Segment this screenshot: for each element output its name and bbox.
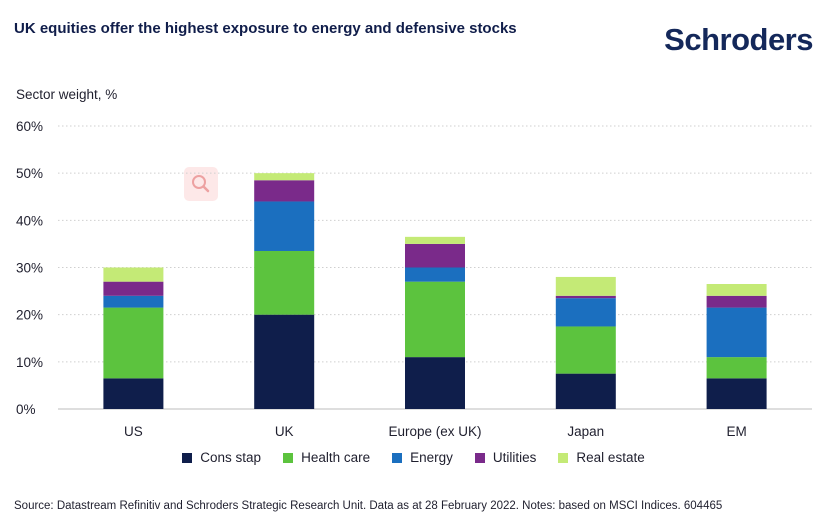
stacked-bar-chart: 0% 10% 20% 30% 40% 50% 60% US UK Europe (ex UK) Ja… [16,119,812,439]
bar-segment-health-care [706,357,767,379]
bar-segment-energy [555,298,616,327]
legend-swatch [283,452,294,463]
bar-segment-cons-stap [254,314,315,409]
x-tick-label: US [124,424,143,439]
legend-swatch [392,452,403,463]
bar-segment-cons-stap [706,378,767,409]
bar-segment-energy [706,307,767,358]
legend-swatch [182,452,193,463]
bar-segment-real-estate [555,276,616,296]
y-tick-label: 10% [16,355,43,370]
bar-segment-utilities [555,295,616,299]
legend: Cons stap Health care Energy Utilities Real … [0,450,827,465]
bar-segment-utilities [405,243,465,268]
legend-swatch [558,452,569,463]
bar-segment-energy [103,295,164,308]
legend-label: Cons stap [200,450,262,465]
y-tick-label: 0% [16,402,36,417]
y-tick-label: 60% [16,119,43,134]
schroders-logo: Schroders [664,22,813,57]
bar-segment-real-estate [706,284,767,296]
bar-segment-cons-stap [103,378,164,409]
y-tick-label: 50% [16,166,43,181]
legend-label: Energy [410,450,453,465]
bar-segment-health-care [405,281,465,358]
chart-title: UK equities offer the highest exposure t… [14,20,517,37]
legend-item: Real estate [558,450,645,465]
bar-segment-utilities [103,281,164,296]
x-tick-label: EM [726,424,746,439]
legend-item: Utilities [474,450,537,465]
bar-segment-health-care [254,250,315,315]
bar-segment-utilities [254,180,315,202]
y-tick-label: 30% [16,261,43,276]
search-icon[interactable] [184,167,218,201]
bar-segment-cons-stap [405,357,465,409]
bar-segment-real-estate [254,173,315,181]
legend-label: Real estate [576,450,645,465]
legend-item: Health care [283,450,370,465]
legend-item: Cons stap [182,450,261,465]
source-note: Source: Datastream Refinitiv and Schrode… [14,500,723,512]
bar-segment-utilities [706,295,767,308]
bar-segment-real-estate [103,267,164,282]
y-tick-label: 40% [16,213,43,228]
legend-label: Health care [301,450,371,465]
x-tick-label: UK [275,424,294,439]
y-axis-label: Sector weight, % [16,87,118,102]
legend-item: Energy [392,450,453,465]
bar-segment-energy [405,267,465,282]
bar-segment-energy [254,201,315,251]
legend-swatch [474,452,485,463]
y-tick-label: 20% [16,308,43,323]
bar-segment-cons-stap [555,373,616,409]
bar-segment-health-care [103,307,164,379]
bar-segment-health-care [555,326,616,374]
legend-label: Utilities [492,450,537,465]
bar-segment-real-estate [405,236,465,244]
x-tick-label: Japan [567,424,604,439]
x-tick-label: Europe (ex UK) [388,424,481,439]
